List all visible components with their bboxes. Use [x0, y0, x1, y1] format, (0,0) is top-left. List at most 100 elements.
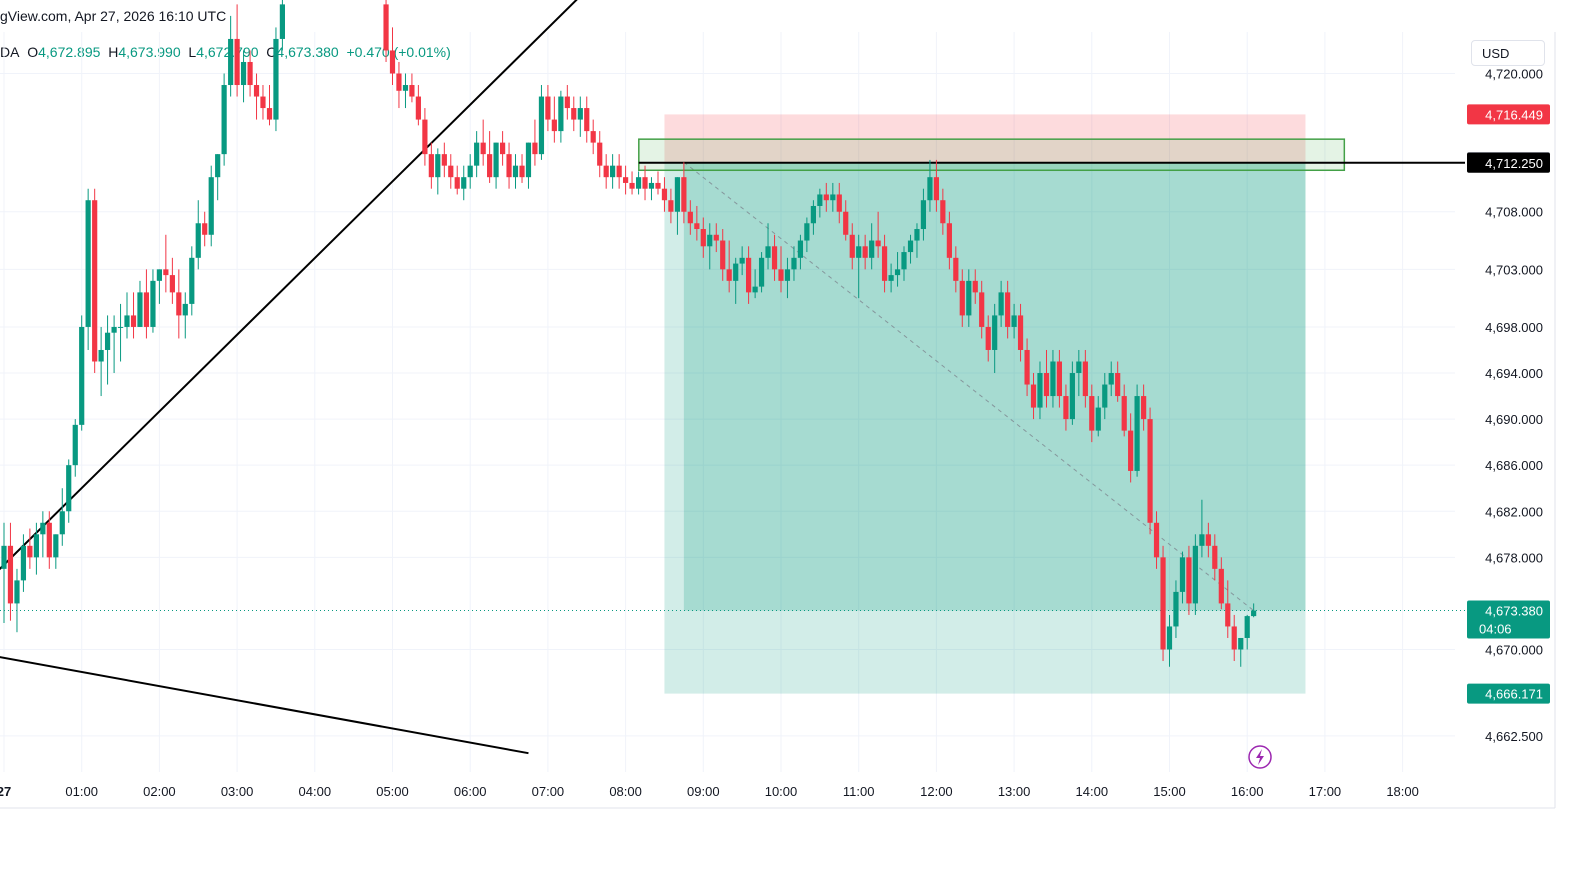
candle-body — [992, 315, 998, 350]
close-label: C — [266, 44, 277, 60]
stop-loss-zone — [664, 114, 1306, 163]
candle-body — [616, 165, 622, 178]
candle — [655, 171, 661, 195]
candle — [389, 27, 396, 86]
candle — [907, 234, 914, 264]
candle — [1056, 349, 1062, 408]
candle — [1186, 545, 1192, 615]
candle-body — [454, 177, 460, 189]
candle-body — [1134, 396, 1140, 471]
candle-body — [1128, 430, 1134, 471]
candle-body — [1199, 534, 1205, 546]
candle-body — [1089, 396, 1095, 431]
candle — [27, 528, 33, 569]
candle-body — [635, 177, 642, 189]
time-tick-label: 18:00 — [1386, 784, 1419, 799]
candle — [1251, 603, 1257, 618]
candle-body — [558, 96, 564, 132]
candle — [804, 217, 810, 253]
candle — [629, 171, 635, 195]
candle-body — [700, 229, 706, 247]
candle — [752, 269, 758, 299]
candle — [402, 73, 409, 109]
price-tags: 4,716.4494,712.3054,712.2504,673.38004:0… — [1467, 104, 1550, 704]
candle-body — [1121, 396, 1127, 431]
open-value: 4,672.895 — [38, 44, 101, 60]
candle — [111, 315, 117, 374]
candle-body — [1011, 315, 1017, 327]
candle-body — [383, 4, 389, 51]
candle — [959, 269, 965, 327]
price-tag-label: 4,712.250 — [1485, 156, 1543, 171]
candle-body — [791, 257, 797, 270]
candle-body — [603, 165, 609, 178]
candle — [765, 223, 771, 270]
candle-body — [124, 315, 130, 327]
candle — [215, 154, 221, 201]
candle — [20, 534, 27, 592]
price-tick-label: 4,690.000 — [1485, 412, 1543, 427]
candle — [681, 162, 687, 224]
candle-body — [694, 223, 700, 230]
time-axis[interactable]: 27 01:00 02:00 03:00 04:00 05:00 06:00 07:00 08:… — [0, 784, 1419, 799]
candle-body — [687, 211, 693, 224]
candle — [597, 131, 603, 178]
candle — [797, 234, 804, 270]
time-tick-label: 03:00 — [221, 784, 254, 799]
candle-body — [1205, 534, 1211, 546]
price-axis[interactable]: 4,720.000 4,708.000 4,703.000 4,698.000 4,69… — [1485, 67, 1543, 744]
candle-body — [771, 246, 778, 270]
candle — [758, 252, 765, 293]
candle — [1082, 349, 1088, 408]
candle — [532, 119, 538, 166]
candle — [1037, 361, 1043, 420]
currency-selector[interactable]: USD — [1471, 40, 1545, 66]
candle-body — [182, 303, 188, 316]
price-tag-countdown: 04:06 — [1479, 622, 1512, 637]
candle-body — [163, 269, 169, 276]
candle — [745, 246, 752, 304]
candle — [14, 568, 20, 633]
position-path-line — [683, 161, 1254, 611]
candle-body — [758, 257, 765, 287]
candle — [623, 165, 629, 195]
candle — [480, 119, 486, 166]
candle — [577, 96, 583, 137]
candle — [1, 522, 7, 624]
candle-body — [998, 292, 1004, 316]
candle-body — [1141, 396, 1147, 420]
lightning-icon[interactable] — [1248, 745, 1272, 769]
candle-body — [946, 223, 952, 258]
candle-body — [1056, 361, 1062, 397]
candle — [610, 154, 616, 189]
candle-body — [474, 142, 480, 166]
ohlc-legend: DA O4,672.895 H4,673.990 L4,672.790 C4,6… — [0, 44, 451, 60]
candle-body — [856, 246, 862, 258]
candle-body — [1017, 315, 1024, 350]
candle — [1069, 361, 1075, 425]
candle — [726, 240, 732, 293]
candle-body — [907, 240, 914, 253]
candle-body — [525, 142, 532, 178]
candle-body — [830, 194, 836, 201]
candle — [739, 246, 745, 276]
candle-body — [1147, 419, 1153, 523]
low-label: L — [188, 44, 197, 60]
candle — [525, 142, 532, 189]
candle — [40, 511, 46, 558]
price-tick-label: 4,670.000 — [1485, 643, 1543, 658]
candle — [98, 326, 104, 397]
candle — [383, 0, 389, 62]
candle-body — [7, 545, 14, 604]
candle-body — [1030, 384, 1037, 408]
candle-body — [279, 4, 285, 39]
candle — [616, 154, 622, 189]
candle — [558, 90, 564, 143]
candle-body — [221, 85, 227, 155]
candles-layer — [1, 0, 1257, 667]
candle — [176, 269, 182, 339]
candle — [694, 205, 700, 241]
candle — [1173, 580, 1179, 638]
candle-body — [985, 326, 991, 350]
